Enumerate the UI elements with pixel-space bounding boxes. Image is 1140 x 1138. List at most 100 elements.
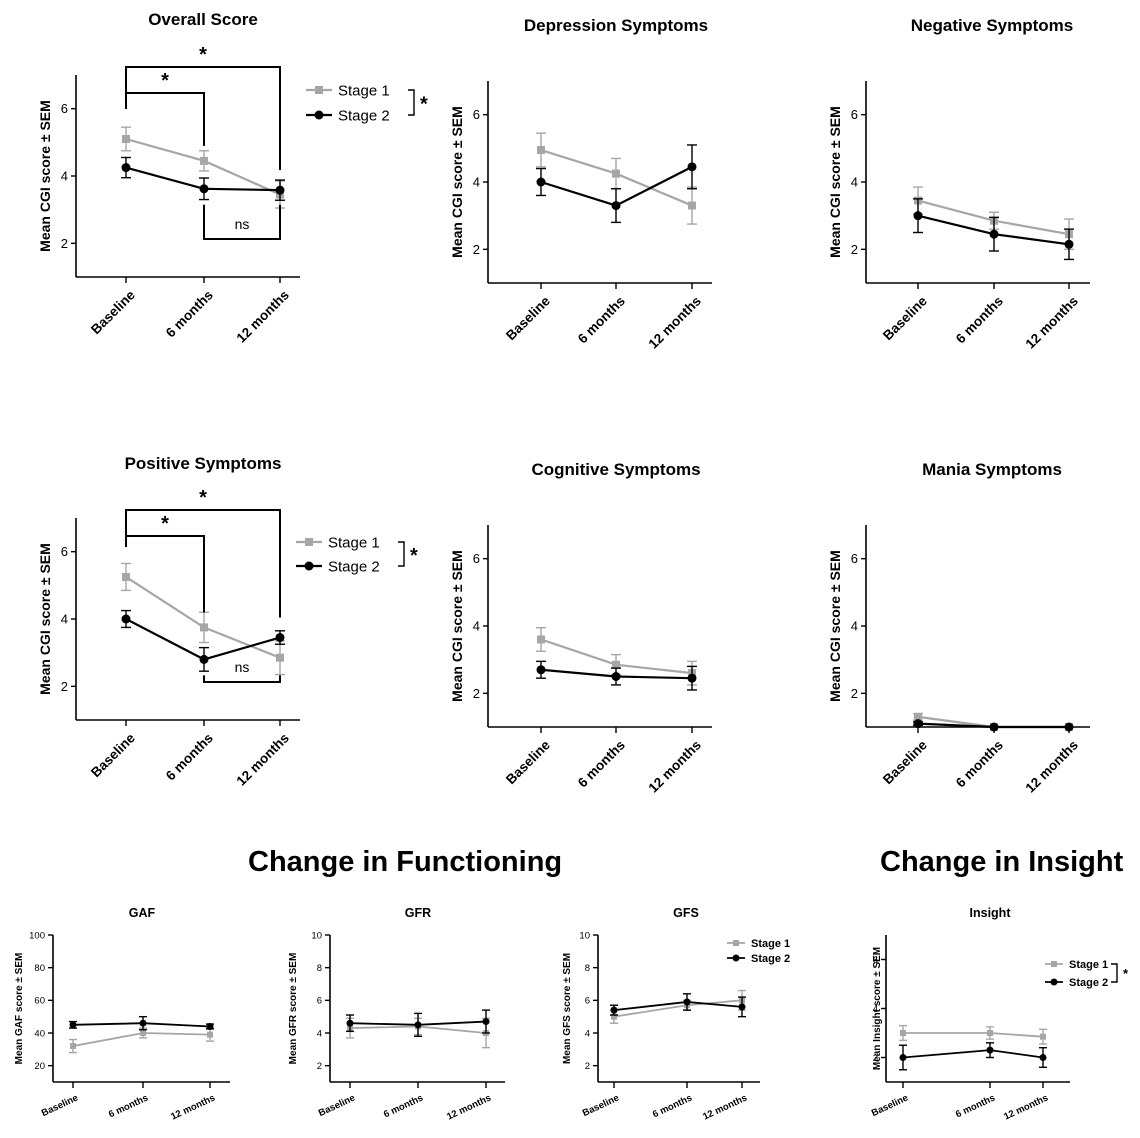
significance-bracket: [203, 204, 281, 240]
chart-title: Depression Symptoms: [524, 16, 708, 35]
series-line: [903, 1032, 1044, 1038]
data-point: [207, 1031, 213, 1038]
section-title-insight: Change in Insight: [880, 846, 1124, 878]
chart-title: Positive Symptoms: [125, 454, 282, 473]
series-2: [346, 1009, 490, 1037]
y-axis-label: Mean CGI score ± SEM: [37, 543, 53, 695]
series-2: [536, 144, 697, 224]
data-point: [482, 1018, 490, 1026]
data-point: [989, 229, 999, 239]
y-axis-label: Mean CGI score ± SEM: [37, 100, 53, 252]
x-tick-label: 6 months: [107, 1093, 150, 1121]
y-tick-label: 6: [473, 551, 480, 566]
data-point: [140, 1030, 146, 1036]
y-tick-label: 6: [851, 107, 858, 122]
legend-marker: [733, 940, 739, 946]
x-tick-label: 12 months: [701, 1093, 749, 1123]
series-1: [69, 1027, 214, 1054]
y-tick-label: 6: [61, 544, 68, 559]
significance-label: ns: [235, 216, 250, 232]
y-tick-label: 2: [317, 1061, 322, 1072]
legend-marker: [305, 538, 313, 546]
legend-significance-bracket: [408, 89, 415, 116]
data-point: [537, 635, 545, 644]
significance-bracket: [125, 66, 281, 171]
chart-insight: Insight 2 4 6 Baseline 6 months 12 months Mean …: [870, 906, 1129, 1123]
significance-bracket: [125, 92, 205, 146]
legend-marker: [1051, 961, 1057, 967]
data-point: [612, 660, 620, 669]
y-axis-label: Mean CGI score ± SEM: [827, 106, 843, 258]
x-tick-label: Baseline: [880, 737, 930, 787]
chart-cognitive: Cognitive Symptoms 2 4 6 Baseline 6 months 12 …: [449, 460, 712, 796]
series-1: [121, 126, 285, 209]
y-tick-label: 2: [473, 686, 480, 701]
data-point: [199, 184, 209, 194]
significance-label: *: [199, 44, 207, 66]
data-point: [687, 162, 697, 172]
legend-label: Stage 2: [338, 107, 390, 124]
chart-depression: Depression Symptoms 2 4 6 Baseline 6 months 12…: [449, 16, 712, 352]
y-tick-label: 4: [851, 175, 858, 190]
x-tick-label: 12 months: [1023, 737, 1081, 795]
x-tick-label: 6 months: [651, 1093, 694, 1121]
y-axis-label: Mean CGI score ± SEM: [449, 550, 465, 702]
data-point: [70, 1043, 76, 1050]
data-point: [121, 163, 131, 173]
x-tick-label: Baseline: [317, 1093, 357, 1119]
y-axis-label: Mean CGI score ± SEM: [827, 550, 843, 702]
data-point: [687, 673, 697, 683]
y-tick-label: 6: [851, 551, 858, 566]
data-point: [899, 1054, 907, 1061]
legend: Stage 1 Stage 2 *: [296, 534, 418, 575]
x-tick-label: Baseline: [581, 1093, 621, 1119]
y-tick-label: 4: [61, 169, 68, 184]
x-tick-label: 6 months: [163, 730, 216, 783]
x-tick-label: 6 months: [575, 293, 628, 346]
x-tick-label: 12 months: [234, 287, 292, 345]
chart-title: GAF: [129, 906, 156, 920]
data-point: [276, 653, 284, 662]
chart-title: Insight: [970, 906, 1012, 920]
data-point: [139, 1019, 147, 1027]
legend: Stage 1 Stage 2 *: [1045, 959, 1129, 989]
significance-label: *: [199, 487, 207, 509]
legend-label: Stage 2: [328, 558, 380, 575]
data-point: [989, 722, 999, 732]
legend-label: Stage 1: [751, 938, 790, 950]
series-2: [536, 660, 697, 691]
data-point: [536, 665, 546, 675]
data-point: [611, 672, 621, 681]
y-axis-label: Mean Insight score ± SEM: [872, 947, 883, 1070]
series-2: [121, 609, 285, 672]
chart-negative: Negative Symptoms 2 4 6 Baseline 6 months 12 m…: [827, 16, 1090, 352]
x-tick-label: 6 months: [953, 293, 1006, 346]
x-tick-label: 6 months: [953, 737, 1006, 790]
y-tick-label: 4: [585, 1028, 590, 1039]
data-point: [121, 614, 131, 624]
data-point: [122, 572, 130, 581]
y-axis-label: Mean CGI score ± SEM: [449, 106, 465, 258]
y-tick-label: 80: [34, 963, 45, 974]
data-point: [987, 1030, 993, 1036]
chart-gaf: GAF 20 40 60 80 100 Baseline 6 months 12 months M…: [14, 906, 230, 1123]
data-point: [612, 169, 620, 178]
y-tick-label: 2: [585, 1061, 590, 1072]
y-tick-label: 4: [851, 619, 858, 634]
legend-significance-label: *: [1123, 966, 1129, 981]
y-tick-label: 100: [29, 930, 45, 941]
significance-label: ns: [235, 659, 250, 675]
data-point: [346, 1019, 354, 1027]
data-point: [122, 134, 130, 143]
series-2: [69, 1015, 214, 1031]
x-tick-label: 12 months: [169, 1093, 217, 1123]
y-tick-label: 8: [317, 963, 322, 974]
y-tick-label: 4: [473, 619, 480, 634]
chart-positive: Positive Symptoms 2 4 6 Baseline 6 months 12 m…: [37, 454, 418, 789]
data-point: [1064, 239, 1074, 249]
y-tick-label: 6: [873, 955, 878, 966]
series-2: [899, 1042, 1047, 1071]
chart-title: GFS: [673, 906, 699, 920]
